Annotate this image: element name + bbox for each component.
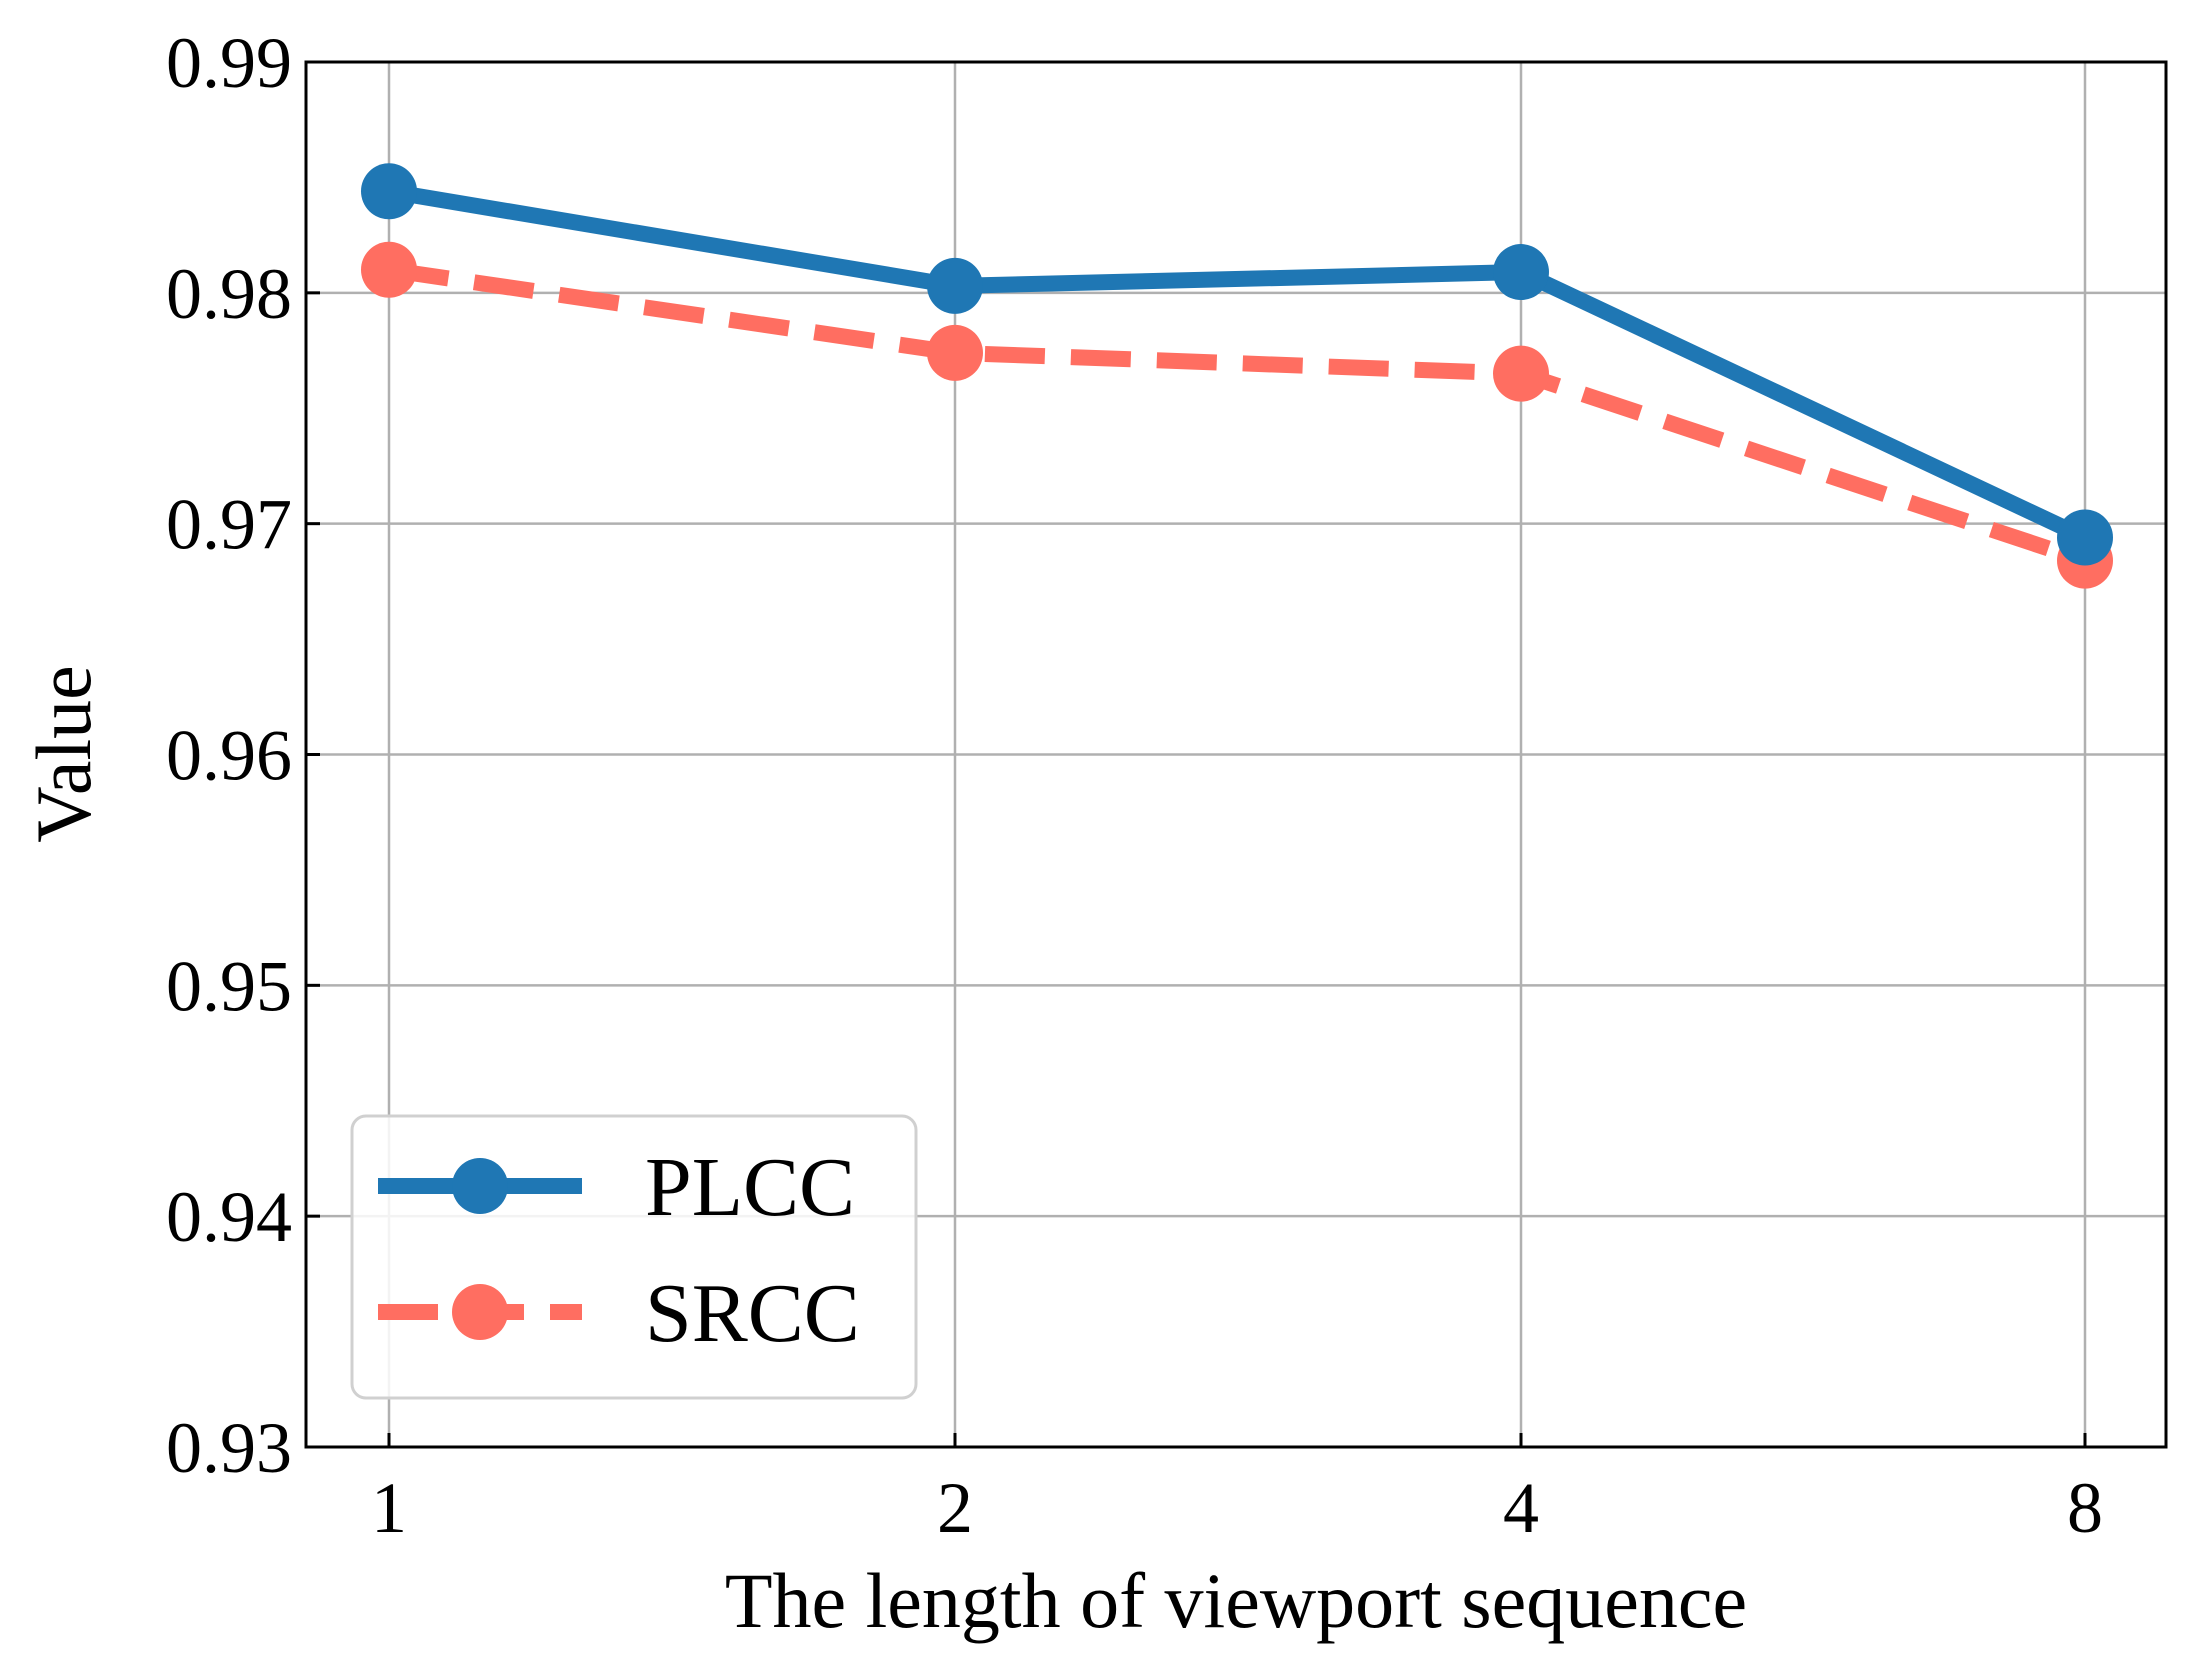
legend: PLCC SRCC bbox=[350, 1114, 918, 1400]
data-point-plcc bbox=[1493, 244, 1549, 301]
legend-item-srcc: SRCC bbox=[378, 1267, 860, 1360]
y-tick-label: 0.97 bbox=[166, 485, 292, 565]
data-point-srcc bbox=[361, 241, 417, 298]
x-axis-label: The length of viewport sequence bbox=[725, 1557, 1747, 1644]
series-line-plcc bbox=[387, 183, 2089, 545]
data-point-plcc bbox=[927, 257, 983, 314]
y-axis-ticks: 0.93 0.94 0.95 0.96 0.97 0.98 0.99 bbox=[166, 23, 320, 1488]
legend-marker bbox=[452, 1284, 508, 1340]
x-tick-label: 1 bbox=[371, 1468, 407, 1548]
legend-marker bbox=[452, 1158, 508, 1214]
y-tick-label: 0.96 bbox=[166, 716, 292, 796]
plot-frame bbox=[304, 60, 2168, 1449]
x-tick-label: 2 bbox=[937, 1468, 973, 1548]
data-point-srcc bbox=[927, 324, 983, 381]
series-plcc bbox=[361, 163, 2113, 566]
legend-label: PLCC bbox=[645, 1141, 855, 1234]
y-axis-label: Value bbox=[20, 665, 107, 843]
legend-label: SRCC bbox=[645, 1267, 860, 1360]
legend-item-plcc: PLCC bbox=[378, 1141, 855, 1234]
data-point-plcc bbox=[2057, 509, 2113, 566]
y-tick-label: 0.98 bbox=[166, 254, 292, 334]
y-tick-label: 0.94 bbox=[166, 1177, 292, 1257]
x-tick-label: 8 bbox=[2067, 1468, 2103, 1548]
series-line-srcc bbox=[387, 261, 2088, 569]
y-tick-label: 0.93 bbox=[166, 1408, 292, 1488]
data-point-plcc bbox=[361, 163, 417, 220]
y-tick-label: 0.95 bbox=[166, 946, 292, 1026]
x-axis-ticks: 1 2 4 8 bbox=[371, 1433, 2103, 1548]
data-point-srcc bbox=[1493, 345, 1549, 402]
x-tick-label: 4 bbox=[1503, 1468, 1539, 1548]
y-tick-label: 0.99 bbox=[166, 23, 292, 103]
series-layer bbox=[361, 163, 2113, 589]
